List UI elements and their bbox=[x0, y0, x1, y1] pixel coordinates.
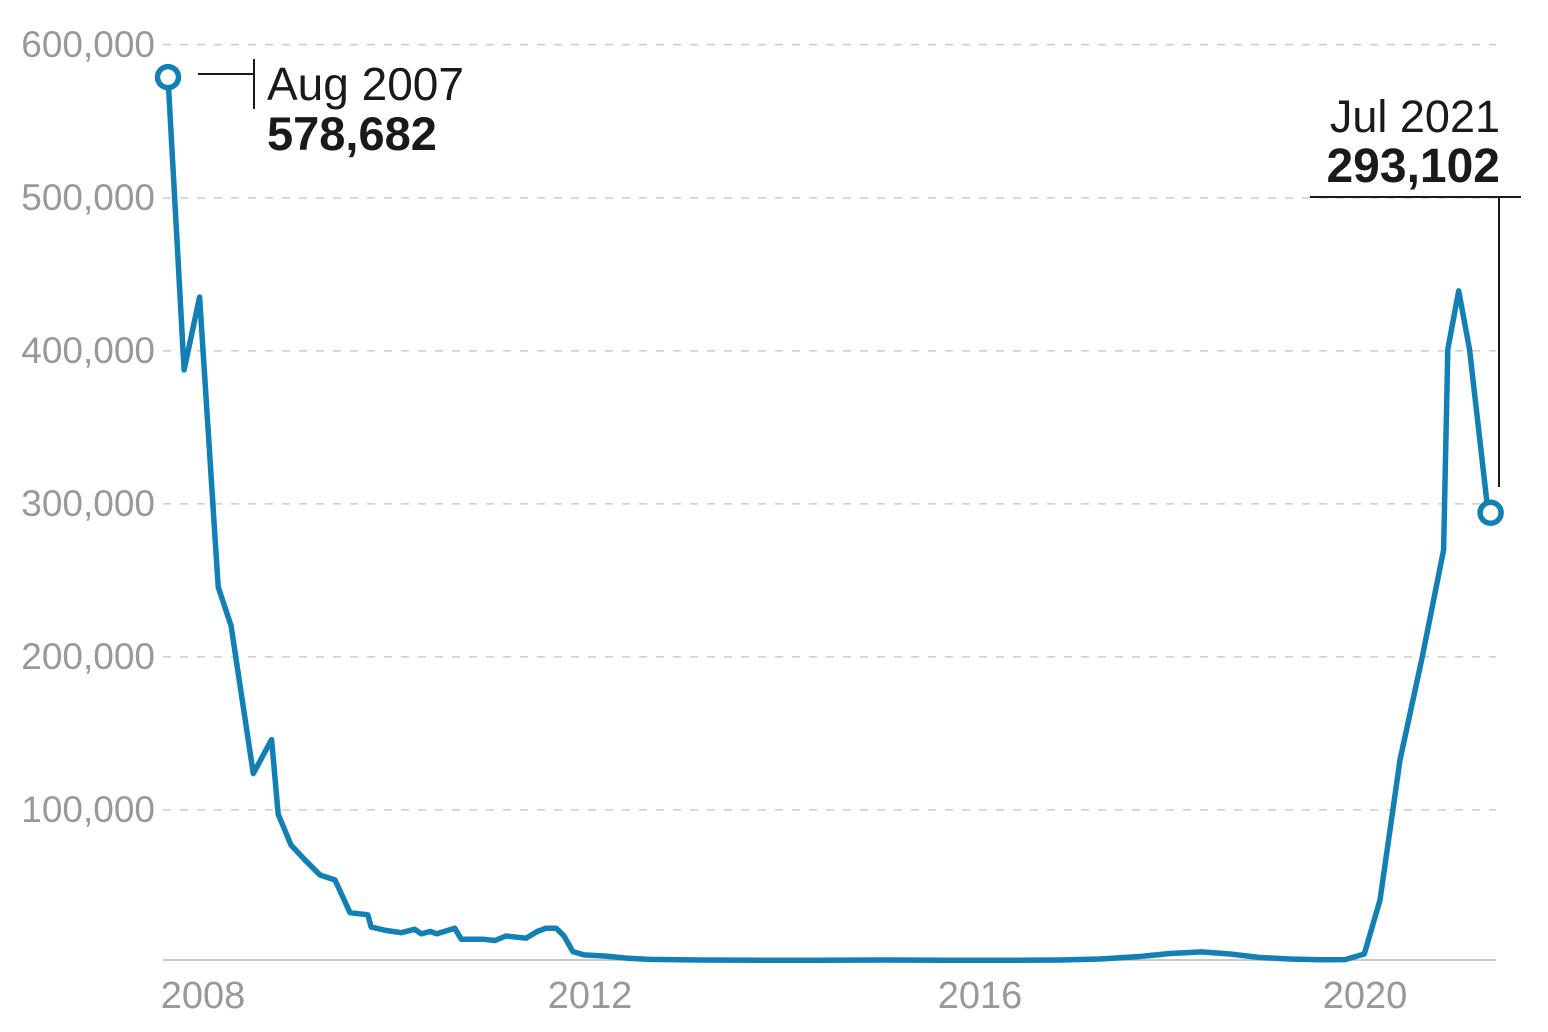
svg-text:300,000: 300,000 bbox=[21, 483, 155, 524]
svg-text:2012: 2012 bbox=[548, 975, 633, 1017]
svg-text:600,000: 600,000 bbox=[21, 24, 155, 65]
svg-text:2020: 2020 bbox=[1323, 975, 1408, 1017]
svg-text:578,682: 578,682 bbox=[267, 107, 437, 160]
svg-text:Aug 2007: Aug 2007 bbox=[267, 58, 464, 110]
svg-text:2016: 2016 bbox=[938, 975, 1023, 1017]
svg-text:500,000: 500,000 bbox=[21, 177, 155, 218]
svg-text:2008: 2008 bbox=[161, 975, 246, 1017]
svg-text:100,000: 100,000 bbox=[21, 789, 155, 830]
svg-text:Jul 2021: Jul 2021 bbox=[1330, 91, 1500, 142]
svg-text:200,000: 200,000 bbox=[21, 636, 155, 677]
svg-text:293,102: 293,102 bbox=[1326, 140, 1500, 193]
svg-text:400,000: 400,000 bbox=[21, 330, 155, 371]
